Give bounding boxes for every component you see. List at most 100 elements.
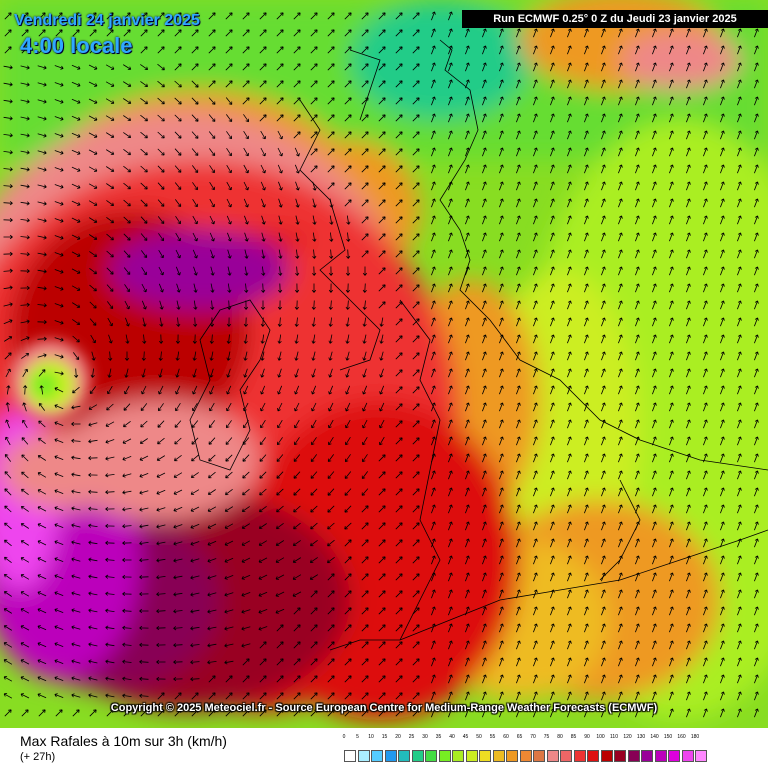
wind-arrow [686,691,691,701]
wind-arrow [327,97,335,105]
wind-arrow [260,402,266,412]
wind-arrow [140,81,148,87]
wind-arrow [584,28,589,38]
wind-arrow [207,506,217,512]
wind-arrow [395,556,403,564]
wind-arrow [328,266,334,276]
wind-arrow [686,572,691,582]
wind-arrow [54,523,64,528]
wind-arrow [703,181,708,191]
wind-arrow [293,607,301,615]
wind-arrow [499,402,504,412]
wind-arrow [293,522,301,530]
wind-arrow [37,574,47,580]
wind-arrow [277,402,283,412]
wind-arrow [327,131,335,139]
wind-arrow [344,63,352,71]
wind-arrow [88,693,98,698]
wind-arrow [533,147,538,157]
wind-arrow [209,385,215,395]
wind-arrow [686,249,691,259]
wind-arrow [737,130,742,140]
wind-arrow [516,62,521,72]
legend-tick: 85 [570,734,577,740]
wind-arrow [37,150,47,155]
wind-arrow [327,182,335,190]
wind-arrow [71,200,81,206]
wind-arrow [482,181,487,191]
wind-arrow [38,420,46,428]
wind-arrow [123,46,131,54]
wind-arrow [720,249,725,259]
wind-arrow [193,317,198,327]
wind-arrow [635,572,640,582]
wind-arrow [106,183,115,189]
wind-arrow [618,436,623,446]
wind-arrow [618,555,623,565]
legend-tick: 25 [408,734,415,740]
wind-arrow [499,181,504,191]
wind-arrow [89,12,97,20]
wind-arrow [550,249,555,259]
wind-arrow [584,368,589,378]
wind-arrow [71,540,81,545]
wind-arrow [139,574,149,580]
wind-arrow [105,557,115,562]
wind-arrow [465,164,470,174]
wind-arrow [174,692,182,700]
wind-arrow [601,589,606,599]
wind-arrow [156,541,166,546]
wind-arrow [20,557,30,563]
wind-arrow [465,487,470,497]
wind-arrow [346,232,351,242]
wind-arrow [395,352,403,360]
wind-arrow [618,300,623,310]
wind-arrow [259,46,267,54]
wind-arrow [193,283,198,293]
wind-arrow [669,249,674,259]
wind-arrow [173,541,183,546]
wind-arrow [190,472,199,478]
wind-arrow [208,80,216,88]
wind-arrow [686,232,691,242]
wind-arrow [720,555,725,565]
wind-arrow [499,28,504,38]
wind-arrow [20,523,30,529]
wind-arrow [567,589,572,599]
wind-arrow [720,402,725,412]
wind-arrow [737,28,742,38]
wind-arrow [140,199,148,207]
wind-arrow [465,538,470,548]
wind-arrow [210,266,215,276]
wind-arrow [123,709,131,717]
wind-arrow [754,96,759,106]
wind-arrow [448,521,453,531]
wind-arrow [327,12,335,20]
wind-arrow [412,369,420,377]
wind-arrow [412,522,420,530]
wind-arrow [395,318,403,326]
wind-arrow [260,181,266,191]
wind-arrow [378,505,386,513]
wind-arrow [533,623,538,633]
wind-arrow [584,385,589,395]
wind-arrow [703,419,708,429]
wind-arrow [158,334,164,344]
wind-arrow [54,387,64,393]
wind-arrow [378,63,386,71]
wind-arrow [175,215,181,225]
wind-arrow [3,574,12,580]
wind-arrow [209,334,214,344]
wind-arrow [224,609,234,614]
wind-arrow [278,181,283,191]
wind-arrow [412,46,420,54]
wind-arrow [241,557,251,563]
wind-arrow [105,115,115,121]
wind-arrow [431,130,436,140]
wind-arrow [635,453,640,463]
wind-arrow [635,164,640,174]
wind-arrow [499,708,504,718]
wind-arrow [482,453,487,463]
wind-arrow [258,574,268,580]
wind-arrow [89,301,97,309]
